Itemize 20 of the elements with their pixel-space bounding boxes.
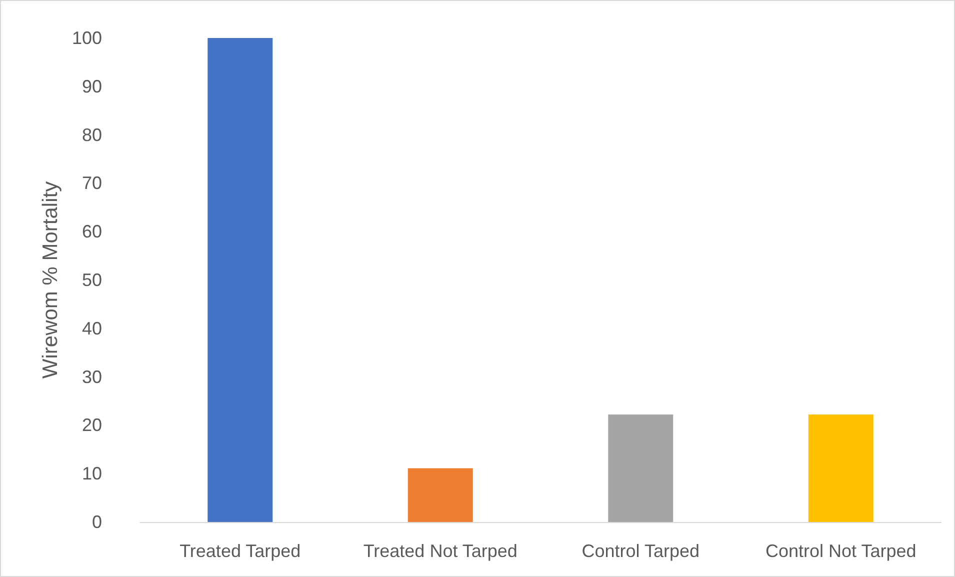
bar: [608, 414, 674, 522]
y-axis-title: Wirewom % Mortality: [39, 180, 62, 379]
y-tick-label: 60: [82, 222, 102, 242]
y-tick-label: 0: [92, 512, 102, 532]
x-tick-label: Treated Tarped: [180, 541, 301, 561]
y-tick-label: 10: [82, 464, 102, 484]
x-tick-label: Treated Not Tarped: [363, 541, 518, 561]
x-tick-label: Control Tarped: [582, 541, 700, 561]
x-tick-label: Control Not Tarped: [766, 541, 916, 561]
y-tick-label: 20: [82, 415, 102, 436]
y-tick-label: 70: [82, 173, 102, 194]
bar: [808, 414, 874, 522]
y-tick-label: 100: [72, 28, 102, 48]
y-tick-label: 90: [82, 76, 102, 96]
bar: [208, 38, 273, 522]
y-tick-label: 40: [82, 318, 102, 338]
y-tick-label: 50: [82, 270, 102, 290]
y-tick-label: 30: [82, 366, 102, 387]
bar: [408, 468, 473, 522]
y-tick-label: 80: [82, 124, 102, 145]
